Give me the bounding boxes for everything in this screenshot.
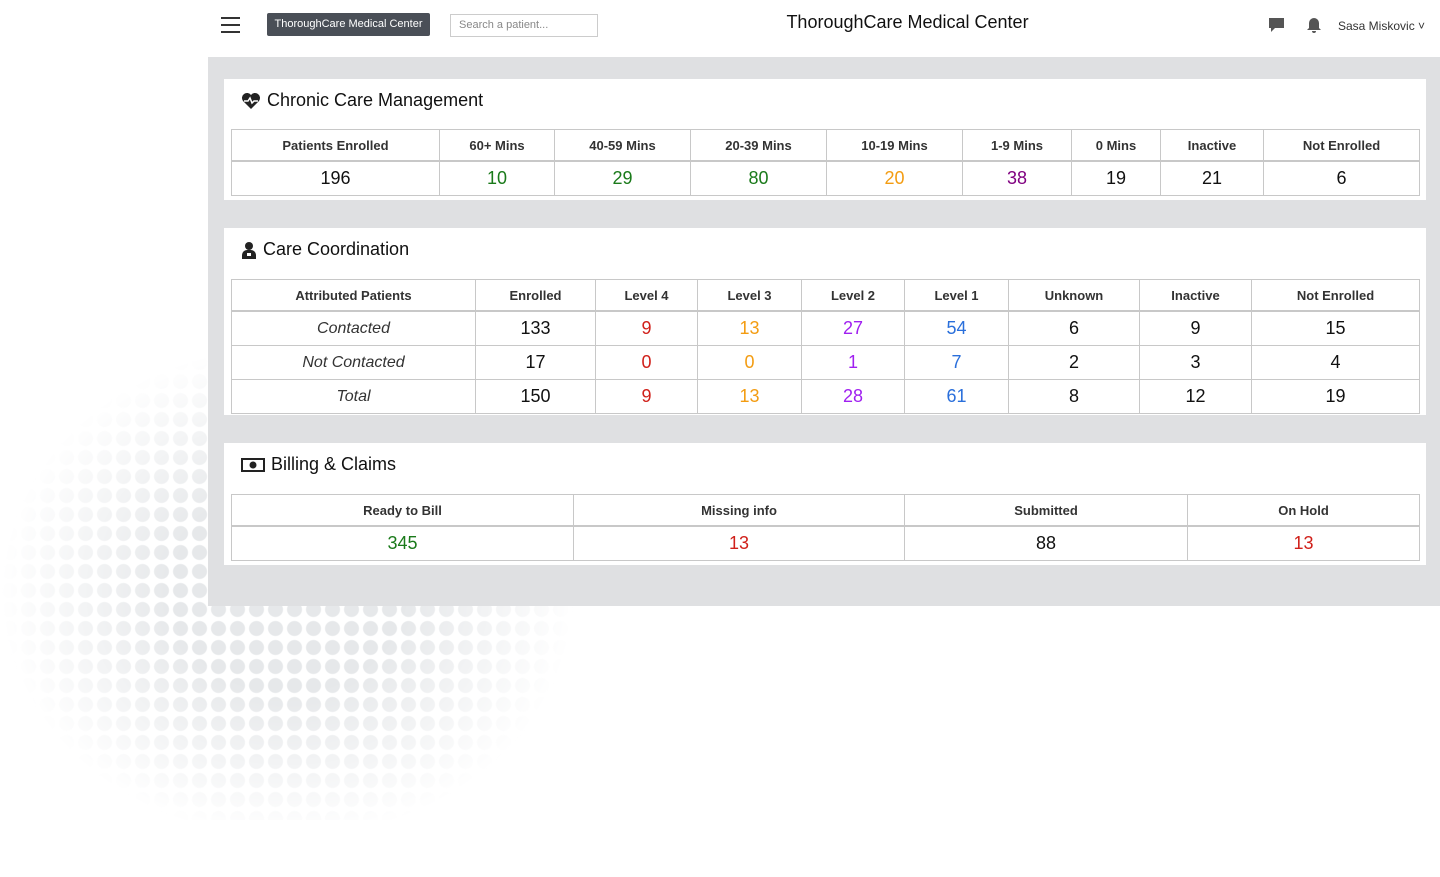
value-cell: 9 (1139, 310, 1252, 346)
chronic-card: Chronic Care Management Patients Enrolle… (224, 79, 1426, 200)
care-card: Care Coordination Attributed Patients Enr… (224, 228, 1426, 415)
value-cell: 9 (595, 379, 698, 414)
value-cell: 12 (1139, 379, 1252, 414)
value-cell: 13 (1187, 525, 1420, 561)
section-title: Chronic Care Management (241, 90, 483, 111)
value-cell: 80 (690, 160, 827, 196)
billing-table: Ready to Bill Missing info Submitted On Hol… (231, 494, 1420, 561)
data-row: Not Contacted 17 0 0 1 7 2 3 4 (231, 345, 1420, 380)
column-header: 0 Mins (1071, 129, 1161, 162)
column-header: Not Enrolled (1251, 279, 1420, 312)
column-header: Ready to Bill (231, 494, 574, 527)
column-header: Level 4 (595, 279, 698, 312)
column-header: 10-19 Mins (826, 129, 963, 162)
row-label: Not Contacted (231, 345, 476, 380)
title-text: Care Coordination (263, 239, 410, 259)
search-input[interactable]: Search a patient... (450, 14, 598, 37)
notifications-icon[interactable] (1307, 18, 1321, 33)
column-header: 20-39 Mins (690, 129, 827, 162)
section-title: Billing & Claims (241, 454, 396, 475)
value-row: 196 10 29 80 20 38 19 21 6 (231, 160, 1420, 196)
column-header: Attributed Patients (231, 279, 476, 312)
page-title: ThoroughCare Medical Center (786, 12, 1029, 32)
column-header: Inactive (1139, 279, 1252, 312)
column-header: Inactive (1160, 129, 1264, 162)
value-cell: 19 (1071, 160, 1161, 196)
header-row: Ready to Bill Missing info Submitted On Hol… (231, 494, 1420, 527)
doctor-icon (242, 241, 256, 259)
section-title: Care Coordination (241, 239, 409, 260)
value-cell: 0 (595, 345, 698, 380)
value-cell: 21 (1160, 160, 1264, 196)
value-cell: 9 (595, 310, 698, 346)
header-row: Patients Enrolled 60+ Mins 40-59 Mins 20-39… (231, 129, 1420, 162)
value-cell: 29 (554, 160, 691, 196)
row-label: Total (231, 379, 476, 414)
value-cell: 13 (573, 525, 905, 561)
column-header: 1-9 Mins (962, 129, 1072, 162)
value-cell: 15 (1251, 310, 1420, 346)
value-cell: 345 (231, 525, 574, 561)
value-cell: 13 (697, 379, 802, 414)
column-header: Level 3 (697, 279, 802, 312)
chronic-table: Patients Enrolled 60+ Mins 40-59 Mins 20-39… (231, 129, 1420, 196)
column-header: On Hold (1187, 494, 1420, 527)
menu-button[interactable] (221, 17, 240, 38)
value-cell: 0 (697, 345, 802, 380)
column-header: Not Enrolled (1263, 129, 1420, 162)
value-cell: 6 (1008, 310, 1140, 346)
header-row: Attributed Patients Enrolled Level 4 Level … (231, 279, 1420, 312)
value-cell: 13 (697, 310, 802, 346)
value-cell: 88 (904, 525, 1188, 561)
messages-icon[interactable] (1269, 18, 1284, 32)
title-text: Chronic Care Management (267, 90, 484, 110)
value-cell: 27 (801, 310, 905, 346)
column-header: Level 2 (801, 279, 905, 312)
heart-icon (242, 92, 260, 109)
row-label: Contacted (231, 310, 476, 346)
column-header: Submitted (904, 494, 1188, 527)
money-icon (241, 457, 265, 472)
value-row: 345 13 88 13 (231, 525, 1420, 561)
value-cell: 38 (962, 160, 1072, 196)
value-cell: 61 (904, 379, 1009, 414)
value-cell: 19 (1251, 379, 1420, 414)
value-cell: 17 (475, 345, 596, 380)
user-name[interactable]: Sasa Miskovic (1338, 19, 1415, 33)
column-header: Missing info (573, 494, 905, 527)
billing-card: Billing & Claims Ready to Bill Missing in… (224, 443, 1426, 565)
value-cell: 150 (475, 379, 596, 414)
value-cell: 196 (231, 160, 440, 196)
value-cell: 1 (801, 345, 905, 380)
column-header: Patients Enrolled (231, 129, 440, 162)
value-cell: 8 (1008, 379, 1140, 414)
column-header: Level 1 (904, 279, 1009, 312)
care-table: Attributed Patients Enrolled Level 4 Level … (231, 279, 1420, 414)
column-header: 60+ Mins (439, 129, 555, 162)
value-cell: 10 (439, 160, 555, 196)
value-cell: 133 (475, 310, 596, 346)
data-row: Contacted 133 9 13 27 54 6 9 15 (231, 310, 1420, 346)
user-menu[interactable]: Sasa Miskovic ˅ (1338, 19, 1426, 33)
value-cell: 7 (904, 345, 1009, 380)
brand-button[interactable]: ThoroughCare Medical Center (267, 13, 430, 36)
value-cell: 6 (1263, 160, 1420, 196)
value-cell: 3 (1139, 345, 1252, 380)
value-cell: 28 (801, 379, 905, 414)
column-header: 40-59 Mins (554, 129, 691, 162)
data-row: Total 150 9 13 28 61 8 12 19 (231, 379, 1420, 414)
column-header: Unknown (1008, 279, 1140, 312)
value-cell: 4 (1251, 345, 1420, 380)
title-text: Billing & Claims (271, 454, 397, 474)
value-cell: 54 (904, 310, 1009, 346)
value-cell: 20 (826, 160, 963, 196)
header-icons (1269, 18, 1321, 33)
column-header: Enrolled (475, 279, 596, 312)
value-cell: 2 (1008, 345, 1140, 380)
